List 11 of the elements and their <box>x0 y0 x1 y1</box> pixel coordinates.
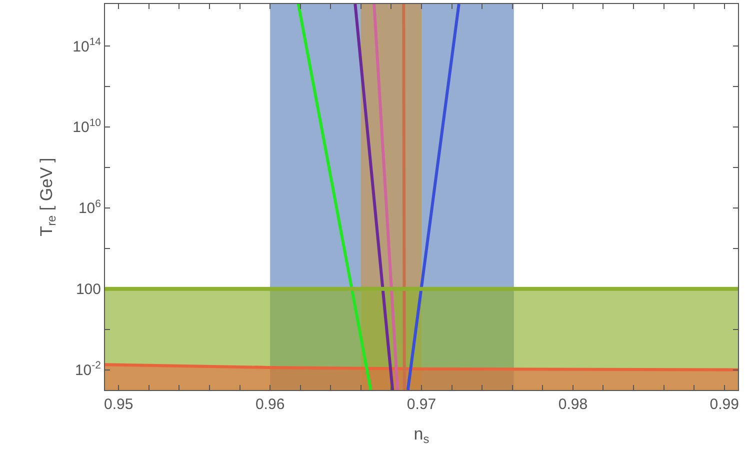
x-tick-label: 0.99 <box>710 396 739 413</box>
y-tick-label: 10$^{14}$ <box>72 36 102 56</box>
x-tick-label: 0.97 <box>406 396 436 413</box>
y-tick-label: 100 <box>76 281 101 298</box>
x-tick-label: 0.95 <box>104 396 134 413</box>
x-axis-title: n$_{s}$ <box>414 424 430 446</box>
y-tick-label: 10$^{6}$ <box>78 198 102 218</box>
y-tick-label: 10$^{-2}$ <box>74 360 102 380</box>
y-tick-label: 10$^{10}$ <box>72 116 102 136</box>
x-tick-label: 0.98 <box>558 396 588 413</box>
x-tick-label: 0.96 <box>255 396 285 413</box>
